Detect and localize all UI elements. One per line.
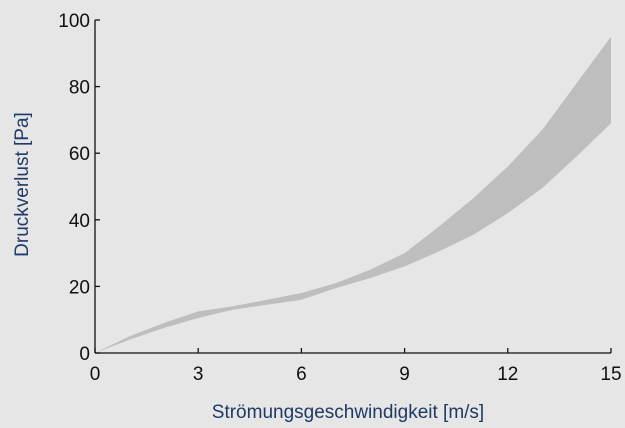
y-tick-label: 60 [69,144,90,165]
y-tick-label: 80 [69,78,90,99]
x-axis-title: Strömungsgeschwindigkeit [m/s] [212,402,484,423]
pressure-loss-band [95,36,611,354]
y-tick-label: 40 [69,211,90,232]
x-tick-label: 3 [193,364,204,385]
y-axis-title: Druckverlust [Pa] [12,112,33,257]
y-tick-label: 100 [58,11,90,32]
x-tick-label: 12 [497,364,518,385]
x-tick-label: 9 [399,364,410,385]
x-axis-ticks: 0 3 6 9 12 15 [90,348,622,385]
y-tick-label: 20 [69,277,90,298]
y-axis-ticks: 0 20 40 60 80 100 [58,11,100,365]
x-tick-label: 15 [600,364,621,385]
x-tick-label: 0 [90,364,101,385]
x-tick-label: 6 [296,364,307,385]
y-tick-label: 0 [79,344,90,365]
